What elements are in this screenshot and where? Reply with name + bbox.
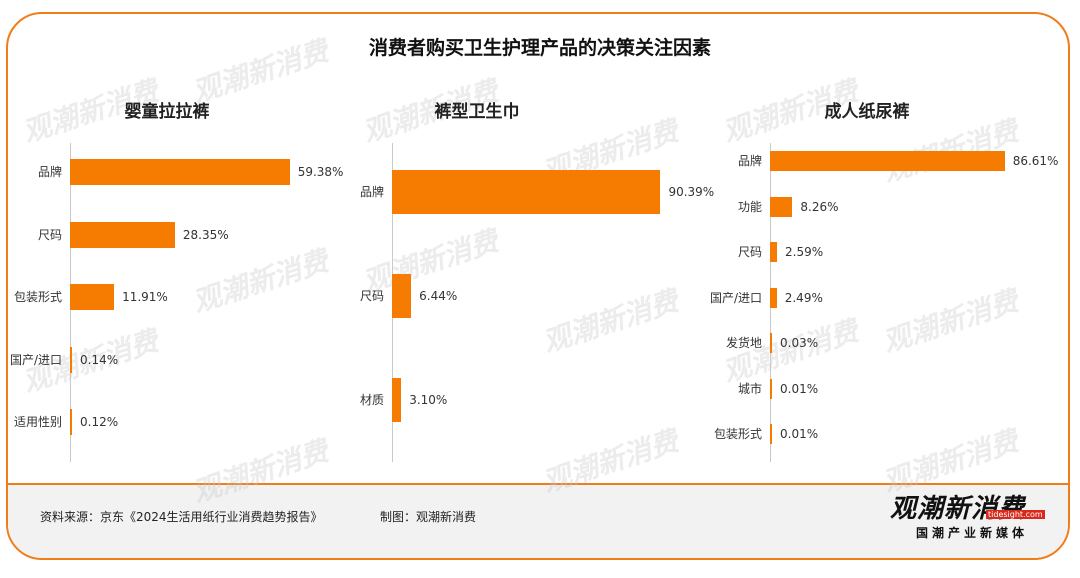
category-label: 品牌 <box>737 154 762 168</box>
value-label: 59.38% <box>297 165 344 179</box>
category-label: 城市 <box>737 381 762 396</box>
category-label: 功能 <box>737 199 762 214</box>
value-label: 8.26% <box>800 199 839 214</box>
chart-frame <box>6 12 1070 560</box>
bar <box>392 378 402 422</box>
value-label: 90.39% <box>668 185 715 199</box>
bar <box>70 284 115 310</box>
bar <box>392 274 412 318</box>
category-label: 尺码 <box>737 245 762 259</box>
category-label: 国产/进口 <box>709 290 762 305</box>
category-label: 包装形式 <box>13 290 62 304</box>
value-label: 0.14% <box>80 352 119 367</box>
value-label: 2.59% <box>785 245 824 259</box>
value-label: 2.49% <box>784 290 823 305</box>
value-label: 86.61% <box>1012 154 1059 168</box>
logo-domain: tidesight.com <box>986 510 1045 519</box>
category-label: 材质 <box>359 393 384 407</box>
category-label: 适用性别 <box>13 415 62 429</box>
bar <box>770 196 793 217</box>
value-label: 0.01% <box>780 427 819 441</box>
value-label: 3.10% <box>409 393 448 407</box>
bar <box>70 409 72 435</box>
value-label: 11.91% <box>122 290 168 304</box>
panel-title-2: 成人纸尿裤 <box>824 102 910 122</box>
bar <box>70 346 72 373</box>
bar <box>770 424 772 444</box>
category-label: 品牌 <box>37 165 62 179</box>
bar <box>770 378 772 399</box>
credit-note: 制图：观潮新消费 <box>380 510 477 524</box>
value-label: 6.44% <box>419 289 458 303</box>
category-label: 包装形式 <box>713 427 762 441</box>
value-label: 28.35% <box>182 227 229 242</box>
bar <box>70 159 290 185</box>
bar <box>392 170 661 214</box>
footer-band <box>8 483 1068 558</box>
category-label: 尺码 <box>37 227 62 242</box>
bar <box>770 287 777 308</box>
bar <box>770 242 778 262</box>
value-label: 0.01% <box>780 381 819 396</box>
panel-title-1: 裤型卫生巾 <box>434 102 520 122</box>
category-label: 国产/进口 <box>9 352 62 367</box>
chart-title: 消费者购买卫生护理产品的决策关注因素 <box>368 37 711 59</box>
category-label: 品牌 <box>359 185 384 199</box>
brand-logo: 观潮新消费 tidesight.com 国潮产业新媒体 <box>890 488 1060 548</box>
logo-tagline: 国潮产业新媒体 <box>916 526 1029 540</box>
panel-title-0: 婴童拉拉裤 <box>124 102 210 122</box>
value-label: 0.12% <box>80 415 119 429</box>
source-note: 资料来源：京东《2024生活用纸行业消费趋势报告》 <box>40 510 323 524</box>
category-label: 发货地 <box>725 336 762 350</box>
bar <box>770 333 772 353</box>
logo-text: 观潮新消费 <box>890 494 1026 524</box>
category-label: 尺码 <box>359 289 384 303</box>
bar <box>770 151 1005 171</box>
bar <box>70 221 175 248</box>
value-label: 0.03% <box>780 336 819 350</box>
